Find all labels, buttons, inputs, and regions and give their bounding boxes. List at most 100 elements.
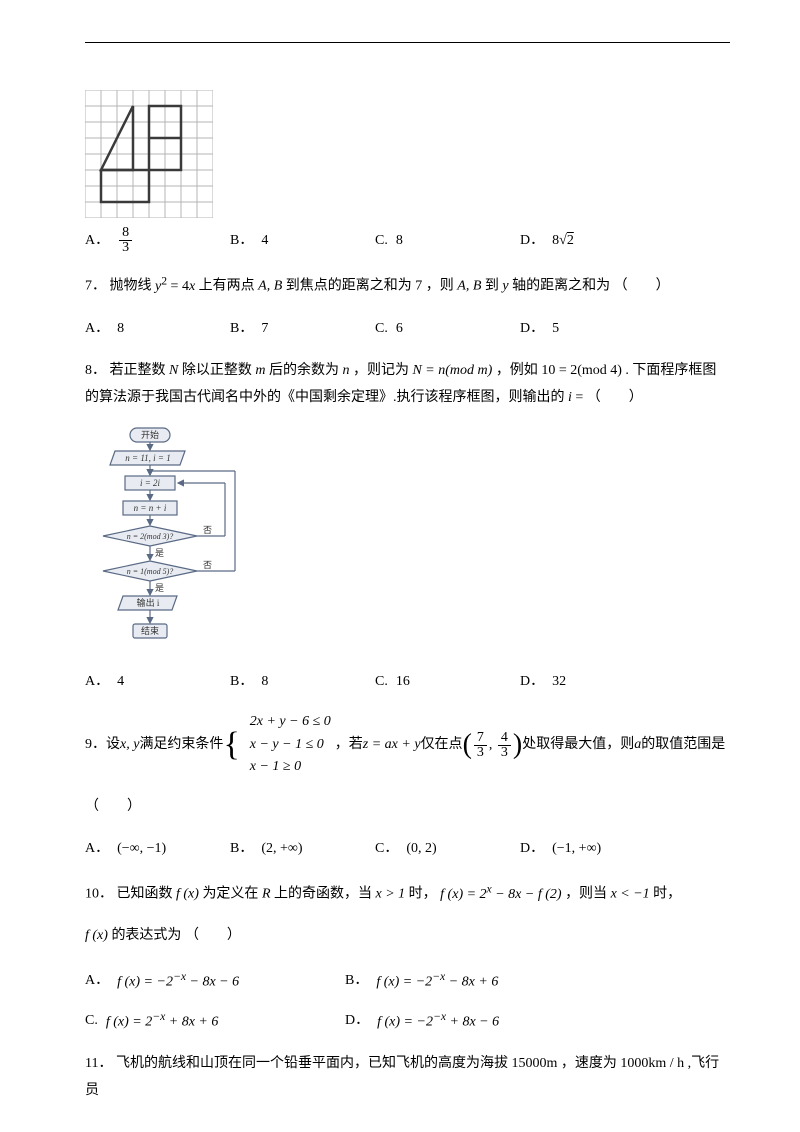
text: 为定义在 [202,887,262,902]
q6-option-a: A． 8 3 [85,226,230,255]
q7-option-d: D．5 [520,315,665,343]
svg-text:结束: 结束 [141,625,159,636]
opt-label: B． [230,227,253,255]
q7-option-c: C.6 [375,315,520,343]
cond: x < −1 [611,887,650,902]
svg-text:是: 是 [155,583,164,593]
val: 15000m [511,1056,557,1071]
q6-option-d: D． 8√2 [520,226,665,255]
eq: f (x) = 2x − 8x − f (2) [440,887,561,902]
q9-option-a: A．(−∞, −1) [85,835,230,863]
sqrt: √2 [559,227,574,255]
q-num: 9． [85,732,106,759]
math: y [502,279,508,294]
q8: 8． 若正整数 N 除以正整数 m 后的余数为 n ，则记为 N = n(mod… [85,358,730,411]
text: 上的奇函数，当 [274,887,376,902]
text: ，例如 [496,363,538,378]
opt-value: 4 [261,227,268,255]
answer-paren: （ ） [614,279,670,294]
svg-text:输出 i: 输出 i [137,597,160,608]
q8-option-d: D．32 [520,668,665,696]
q6-options: A． 8 3 B． 4 C. 8 D． 8√2 [85,226,730,255]
eq: z = ax + y [363,732,421,759]
q8-option-b: B．8 [230,668,375,696]
grid-svg [85,90,213,218]
answer-paren: （ ） [587,390,643,405]
svg-text:n = 11, i = 1: n = 11, i = 1 [125,453,170,463]
answer-paren: （ ） [185,928,241,943]
math: y2 = 4x [155,279,195,294]
q7: 7． 抛物线 y2 = 4x 上有两点 A, B 到焦点的距离之和为 7 ，则 … [85,270,730,300]
q9-options: A．(−∞, −1) B．(2, +∞) C．(0, 2) D．(−1, +∞) [85,835,730,863]
text: 满足约束条件 [139,732,223,759]
q9-option-d: D．(−1, +∞) [520,835,665,863]
svg-text:i = 2i: i = 2i [140,478,161,488]
val: 1000km / h [620,1056,684,1071]
text: 抛物线 [110,279,156,294]
opt-value: 8 [396,227,403,255]
text: = [575,390,583,405]
var: n [342,363,349,378]
svg-text:n = n + i: n = n + i [134,503,167,513]
var: x, y [120,732,139,759]
opt-label: D． [520,227,544,255]
text: ，则当 [565,887,611,902]
q-num: 7． [85,279,106,294]
eq: 10 = 2(mod 4) [541,363,622,378]
text: ，若 [335,732,363,759]
brace: 2x + y − 6 ≤ 0 x − y − 1 ≤ 0 x − 1 ≥ 0 [244,711,331,778]
text: 仅在点 [421,732,463,759]
text: 的取值范围是 [641,732,725,759]
answer-paren: （ ） [85,799,141,814]
q8-flowchart: 开始 n = 11, i = 1 i = 2i n = n + i n = 2(… [85,426,730,656]
fx: f (x) [85,928,108,943]
text: 时， [653,887,681,902]
text: 飞机的航线和山顶在同一个铅垂平面内，已知飞机的高度为海拔 [116,1056,508,1071]
opt-label: A． [85,227,109,255]
q10-options-row1: A．f (x) = −2−x − 8x − 6 B．f (x) = −2−x −… [85,965,730,997]
q6-option-c: C. 8 [375,226,520,255]
text: 轴的距离之和为 [512,279,610,294]
q11: 11． 飞机的航线和山顶在同一个铅垂平面内，已知飞机的高度为海拔 15000m … [85,1051,730,1104]
q10: 10． 已知函数 f (x) 为定义在 R 上的奇函数，当 x > 1 时， f… [85,878,730,908]
page-top-rule [85,42,730,43]
q-num: 8． [85,363,106,378]
q9: 9． 设 x, y 满足约束条件 { 2x + y − 6 ≤ 0 x − y … [85,711,730,778]
text: 到 [485,279,503,294]
text: 的表达式为 [111,928,181,943]
q6-grid-figure [85,90,730,218]
opt-label: C. [375,227,388,255]
point-paren: ( 73, 43 ) [463,731,523,760]
var: R [262,887,271,902]
text: 时， [409,887,437,902]
math: A, B [258,279,282,294]
fx: f (x) [176,887,199,902]
q10-option-a: A．f (x) = −2−x − 8x − 6 [85,965,345,997]
q10-option-c: C.f (x) = 2−x + 8x + 6 [85,1005,345,1037]
text: 除以正整数 [182,363,256,378]
svg-text:n = 1(mod 5)?: n = 1(mod 5)? [127,567,174,576]
svg-text:n = 2(mod 3)?: n = 2(mod 3)? [127,532,174,541]
text: ，速度为 [561,1056,617,1071]
var: N [169,363,178,378]
flowchart-svg: 开始 n = 11, i = 1 i = 2i n = n + i n = 2(… [85,426,260,656]
q8-options: A．4 B．8 C.16 D．32 [85,668,730,696]
svg-text:否: 否 [203,560,212,570]
text: 若正整数 [110,363,170,378]
text: 已知函数 [117,887,177,902]
svg-text:否: 否 [203,525,212,535]
q6-option-b: B． 4 [230,226,375,255]
text: ，则记为 [353,363,413,378]
q9-option-c: C．(0, 2) [375,835,520,863]
q10-option-d: D．f (x) = −2−x + 8x − 6 [345,1005,499,1037]
cond: x > 1 [376,887,406,902]
q10-line2: f (x) 的表达式为 （ ） [85,923,730,950]
q8-option-c: C.16 [375,668,520,696]
var: a [634,732,641,759]
opt-prefix: 8 [552,227,559,255]
q10-options-row2: C.f (x) = 2−x + 8x + 6 D．f (x) = −2−x + … [85,1005,730,1037]
q7-option-b: B．7 [230,315,375,343]
text: 到焦点的距离之和为 7 ，则 [286,279,458,294]
svg-text:开始: 开始 [141,429,159,440]
q7-options: A．8 B．7 C.6 D．5 [85,315,730,343]
